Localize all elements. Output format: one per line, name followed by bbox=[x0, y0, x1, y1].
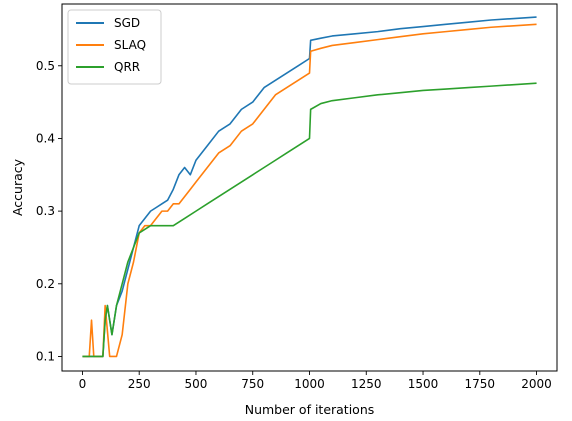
y-tick-label: 0.4 bbox=[36, 131, 55, 145]
x-tick-label: 0 bbox=[79, 377, 87, 391]
y-axis: 0.1 0.2 0.3 0.4 0.5 bbox=[36, 59, 62, 363]
x-axis: 0 250 500 750 1000 1250 1500 1750 2000 bbox=[79, 371, 552, 391]
x-tick-label: 500 bbox=[185, 377, 208, 391]
x-tick-label: 1250 bbox=[351, 377, 382, 391]
series-line-sgd bbox=[82, 16, 537, 358]
x-tick-label: 750 bbox=[241, 377, 264, 391]
x-tick-label: 1000 bbox=[294, 377, 325, 391]
legend-label-sgd: SGD bbox=[114, 16, 140, 30]
legend-box bbox=[67, 9, 162, 85]
x-tick-label: 1750 bbox=[465, 377, 496, 391]
x-tick-label: 250 bbox=[128, 377, 151, 391]
plot-lines bbox=[82, 16, 537, 358]
series-line-slaq bbox=[82, 23, 537, 358]
y-tick-label: 0.5 bbox=[36, 59, 55, 73]
legend-label-slaq: SLAQ bbox=[114, 38, 146, 52]
legend: SGD SLAQ QRR bbox=[67, 9, 162, 85]
x-tick-label: 2000 bbox=[521, 377, 552, 391]
legend-label-qrr: QRR bbox=[114, 60, 140, 74]
x-tick-label: 1500 bbox=[408, 377, 439, 391]
y-axis-title: Accuracy bbox=[10, 158, 25, 216]
series-line-qrr bbox=[82, 82, 537, 358]
y-tick-label: 0.1 bbox=[36, 349, 55, 363]
y-tick-label: 0.3 bbox=[36, 204, 55, 218]
y-tick-label: 0.2 bbox=[36, 277, 55, 291]
x-axis-title: Number of iterations bbox=[245, 402, 375, 417]
